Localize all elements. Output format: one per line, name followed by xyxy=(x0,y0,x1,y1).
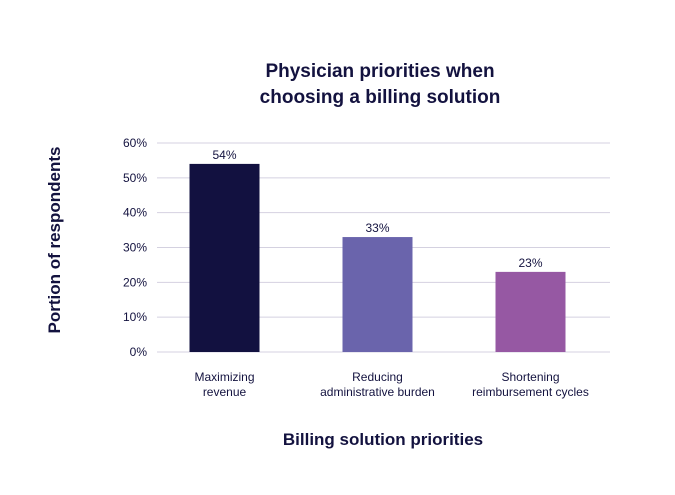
chart-title-line-2: choosing a billing solution xyxy=(259,87,501,108)
bar xyxy=(495,271,566,352)
y-tick-label: 20% xyxy=(123,275,147,289)
x-tick-label: revenue xyxy=(203,385,247,399)
y-tick-label: 40% xyxy=(123,206,147,220)
y-tick-label: 60% xyxy=(123,136,147,150)
x-tick-label: reimbursement cycles xyxy=(472,385,589,399)
x-tick-label: administrative burden xyxy=(320,385,435,399)
x-tick-label: Shortening xyxy=(501,370,559,384)
y-tick-label: 10% xyxy=(123,310,147,324)
bar xyxy=(189,163,260,352)
x-tick-label: Reducing xyxy=(352,370,403,384)
bar xyxy=(342,237,413,352)
data-label: 54% xyxy=(212,148,236,162)
data-label: 23% xyxy=(518,256,542,270)
y-tick-label: 0% xyxy=(130,345,148,359)
chart-title-line-1: Physician priorities when xyxy=(265,61,495,82)
data-label: 33% xyxy=(365,221,389,235)
x-tick-label: Maximizing xyxy=(194,370,254,384)
x-axis-label: Billing solution priorities xyxy=(282,430,484,449)
y-axis-label: Portion of respondents xyxy=(45,146,64,334)
y-tick-label: 30% xyxy=(123,241,147,255)
y-tick-label: 50% xyxy=(123,171,147,185)
